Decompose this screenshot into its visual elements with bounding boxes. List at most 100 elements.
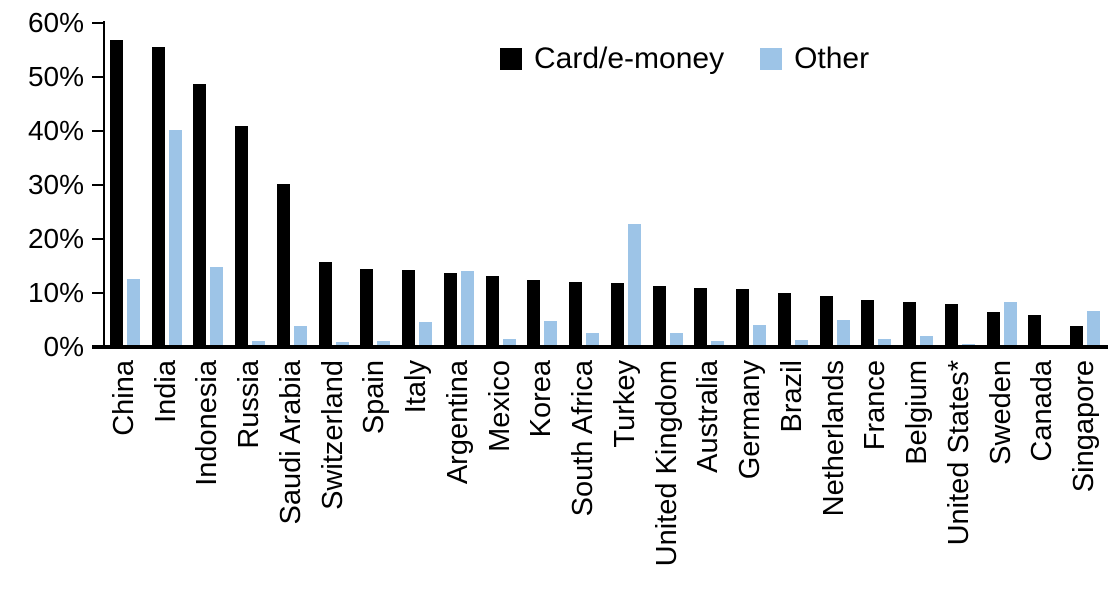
bar-card-e-money-china[interactable] — [110, 40, 123, 345]
x-label-united-kingdom: United Kingdom — [650, 360, 683, 567]
legend-swatch-other — [760, 48, 783, 70]
x-label-cell: Argentina — [438, 360, 480, 484]
x-label-cell: Saudi Arabia — [271, 360, 313, 524]
bar-other-switzerland[interactable] — [336, 342, 349, 345]
bar-card-e-money-korea[interactable] — [527, 280, 540, 345]
bar-other-mexico[interactable] — [503, 339, 516, 345]
y-tick-mark-60 — [92, 22, 104, 24]
bar-other-south-africa[interactable] — [586, 333, 599, 345]
x-label-cell: Mexico — [480, 360, 522, 452]
x-label-cell: Belgium — [897, 360, 939, 465]
x-label-cell: South Africa — [563, 360, 605, 516]
legend-label-card-e-money: Card/e-money — [534, 42, 725, 75]
y-tick-label-20: 20% — [27, 223, 84, 254]
y-axis-line — [103, 21, 105, 349]
bar-card-e-money-turkey[interactable] — [611, 283, 624, 345]
bar-card-e-money-united-kingdom[interactable] — [653, 286, 666, 345]
bar-other-sweden[interactable] — [1004, 302, 1017, 345]
x-label-switzerland: Switzerland — [316, 360, 349, 510]
bar-card-e-money-netherlands[interactable] — [820, 296, 833, 345]
x-label-cell: Germany — [730, 360, 772, 479]
bar-card-e-money-germany[interactable] — [736, 289, 749, 345]
x-label-indonesia: Indonesia — [191, 360, 224, 486]
x-label-singapore: Singapore — [1068, 360, 1101, 493]
bar-other-germany[interactable] — [753, 325, 766, 345]
bar-other-korea[interactable] — [544, 321, 557, 345]
x-label-cell: Spain — [355, 360, 397, 434]
x-label-australia: Australia — [692, 360, 725, 473]
legend-item-card-e-money[interactable]: Card/e-money — [500, 42, 724, 76]
bar-card-e-money-indonesia[interactable] — [193, 84, 206, 345]
y-tick-mark-10 — [92, 292, 104, 294]
bar-card-e-money-argentina[interactable] — [444, 273, 457, 345]
x-label-cell: India — [146, 360, 188, 423]
bar-other-united-kingdom[interactable] — [670, 333, 683, 345]
bar-card-e-money-saudi-arabia[interactable] — [277, 184, 290, 345]
y-tick-label-30: 30% — [27, 169, 84, 200]
bar-other-united-states-[interactable] — [962, 344, 975, 345]
x-label-korea: Korea — [525, 360, 558, 438]
bar-card-e-money-india[interactable] — [152, 47, 165, 345]
y-tick-label-50: 50% — [27, 61, 84, 92]
bar-other-france[interactable] — [878, 339, 891, 345]
x-axis-line — [92, 345, 1108, 349]
bar-card-e-money-south-africa[interactable] — [569, 282, 582, 345]
bar-card-e-money-france[interactable] — [861, 300, 874, 345]
bar-card-e-money-brazil[interactable] — [778, 293, 791, 345]
legend-item-other[interactable]: Other — [760, 42, 869, 76]
x-label-south-africa: South Africa — [567, 360, 600, 517]
x-label-russia: Russia — [233, 360, 266, 449]
x-label-cell: China — [104, 360, 146, 436]
bar-card-e-money-australia[interactable] — [694, 288, 707, 345]
legend-swatch-card-e-money — [500, 48, 522, 70]
x-label-cell: Switzerland — [313, 360, 355, 510]
x-label-germany: Germany — [734, 360, 767, 480]
x-label-belgium: Belgium — [901, 360, 934, 465]
x-label-cell: Russia — [229, 360, 271, 449]
bar-card-e-money-russia[interactable] — [235, 126, 248, 345]
bar-card-e-money-belgium[interactable] — [903, 302, 916, 345]
x-label-cell: France — [856, 360, 898, 450]
bar-other-singapore[interactable] — [1087, 311, 1100, 345]
x-label-cell: Turkey — [605, 360, 647, 448]
bar-other-india[interactable] — [169, 130, 182, 345]
y-tick-label-0: 0% — [43, 331, 84, 362]
bar-card-e-money-united-states-[interactable] — [945, 304, 958, 345]
bar-card-e-money-switzerland[interactable] — [319, 262, 332, 345]
x-label-netherlands: Netherlands — [817, 360, 850, 517]
bar-other-netherlands[interactable] — [837, 320, 850, 345]
x-label-india: India — [149, 360, 182, 423]
x-label-turkey: Turkey — [608, 360, 641, 448]
bar-card-e-money-canada[interactable] — [1028, 315, 1041, 345]
bar-card-e-money-singapore[interactable] — [1070, 326, 1083, 345]
bar-other-italy[interactable] — [419, 322, 432, 345]
x-label-argentina: Argentina — [441, 360, 474, 485]
bar-other-saudi-arabia[interactable] — [294, 326, 307, 345]
y-tick-mark-20 — [92, 238, 104, 240]
bar-other-brazil[interactable] — [795, 340, 808, 345]
bar-other-spain[interactable] — [377, 341, 390, 345]
x-label-united-states-: United States* — [942, 360, 975, 546]
x-label-cell: Canada — [1023, 360, 1065, 462]
x-label-mexico: Mexico — [483, 360, 516, 452]
x-label-cell: Brazil — [772, 360, 814, 433]
x-label-cell: Australia — [689, 360, 731, 473]
bar-card-e-money-italy[interactable] — [402, 270, 415, 345]
x-label-cell: Korea — [522, 360, 564, 437]
x-label-cell: Netherlands — [814, 360, 856, 516]
bar-other-australia[interactable] — [711, 341, 724, 345]
y-tick-mark-40 — [92, 130, 104, 132]
x-label-cell: United States* — [939, 360, 981, 545]
bar-card-e-money-spain[interactable] — [360, 269, 373, 345]
y-tick-label-60: 60% — [27, 7, 84, 38]
bar-other-belgium[interactable] — [920, 336, 933, 345]
legend-label-other: Other — [794, 42, 870, 75]
bar-other-china[interactable] — [127, 279, 140, 345]
bar-card-e-money-mexico[interactable] — [486, 276, 499, 345]
bar-other-russia[interactable] — [252, 341, 265, 345]
y-tick-mark-50 — [92, 76, 104, 78]
bar-other-indonesia[interactable] — [210, 267, 223, 345]
bar-other-turkey[interactable] — [628, 224, 641, 345]
bar-card-e-money-sweden[interactable] — [987, 312, 1000, 345]
bar-other-argentina[interactable] — [461, 271, 474, 345]
